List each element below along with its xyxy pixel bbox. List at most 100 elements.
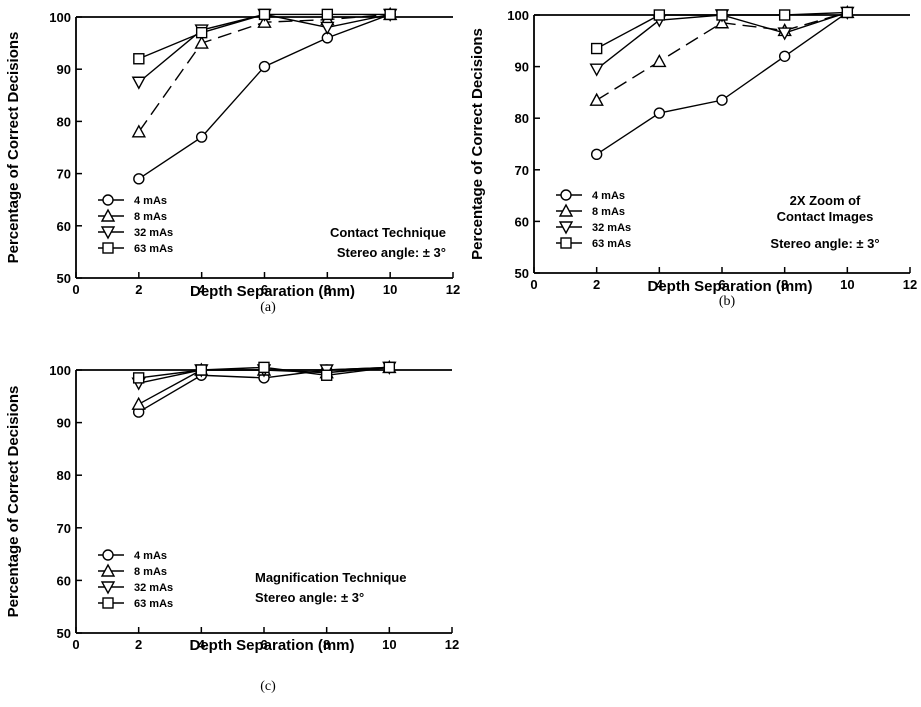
y-tick-label: 90 <box>57 416 71 431</box>
legend-label: 8 mAs <box>134 566 167 578</box>
data-point-63-mas <box>195 364 208 376</box>
y-tick-label: 50 <box>515 266 529 281</box>
data-point-4-mas <box>590 148 603 161</box>
y-tick-label: 60 <box>57 573 71 588</box>
y-tick-label: 70 <box>57 167 71 182</box>
y-axis-label: Percentage of Correct Decisions <box>469 28 486 260</box>
legend-label: 63 mAs <box>134 598 173 610</box>
x-tick-label: 12 <box>903 277 917 292</box>
chart-annotation: Magnification Technique <box>255 570 406 585</box>
x-tick-label: 6 <box>718 277 725 292</box>
data-point-4-mas <box>195 131 208 143</box>
data-point-63-mas <box>258 8 271 21</box>
x-tick-label: 8 <box>324 282 331 297</box>
panel-caption: (a) <box>260 300 276 315</box>
x-axis-label: Depth Separation (mm) <box>190 283 355 300</box>
data-point-8-mas <box>131 124 147 138</box>
series-line-8-mas <box>138 13 391 133</box>
data-point-63-mas <box>384 8 396 21</box>
chart-panel-a: 50 60 70 80 90 100 0 2 4 6 8 10 12 Percentage of Corr… <box>5 6 460 315</box>
x-axis-label: Depth Separation (mm) <box>647 278 812 295</box>
chart-annotation: Stereo angle: ± 3° <box>255 590 364 605</box>
data-point-32-mas <box>320 21 335 35</box>
y-tick-label: 80 <box>515 111 529 126</box>
y-tick-label: 50 <box>57 271 71 286</box>
legend-label: 63 mAs <box>134 243 173 255</box>
legend-marker <box>100 581 116 595</box>
legend-marker <box>102 242 114 254</box>
legend-label: 32 mAs <box>134 227 173 239</box>
legend-label: 4 mAs <box>592 190 625 202</box>
legend-marker <box>558 203 574 217</box>
chart-annotation: Stereo angle: ± 3° <box>337 245 446 260</box>
legend-marker <box>560 237 572 249</box>
y-tick-label: 90 <box>515 60 529 75</box>
legend-marker <box>100 208 116 222</box>
data-point-63-mas <box>133 53 145 65</box>
legend-label: 8 mAs <box>592 206 625 218</box>
y-tick-label: 100 <box>507 8 529 23</box>
data-point-32-mas <box>131 76 147 90</box>
y-tick-label: 100 <box>49 10 71 25</box>
chart-annotation: Contact Technique <box>330 225 446 240</box>
chart-panel-b: 50 60 70 80 90 100 0 2 4 6 8 10 12 Percentage of Corr… <box>469 4 917 309</box>
data-point-63-mas <box>778 9 791 21</box>
data-point-63-mas <box>590 42 603 55</box>
legend-marker <box>100 563 116 577</box>
legend-marker <box>102 597 114 609</box>
data-point-63-mas <box>258 361 270 374</box>
y-tick-label: 80 <box>57 468 71 483</box>
y-axis-label: Percentage of Correct Decisions <box>5 32 22 264</box>
data-point-8-mas <box>131 396 146 410</box>
x-tick-label: 6 <box>260 637 267 652</box>
x-tick-label: 10 <box>383 282 397 297</box>
data-point-8-mas <box>194 35 209 49</box>
x-tick-label: 0 <box>72 282 79 297</box>
data-point-4-mas <box>716 94 728 106</box>
x-tick-label: 12 <box>446 282 460 297</box>
data-point-32-mas <box>589 63 604 77</box>
data-point-32-mas <box>777 27 792 41</box>
y-tick-label: 80 <box>57 114 71 129</box>
chart-annotation: Contact Images <box>777 209 874 224</box>
y-tick-label: 70 <box>515 163 529 178</box>
data-point-63-mas <box>383 361 396 374</box>
chart-annotation: Stereo angle: ± 3° <box>770 236 879 251</box>
y-tick-label: 60 <box>515 214 529 229</box>
data-point-63-mas <box>132 372 145 384</box>
x-axis-label: Depth Separation (mm) <box>189 637 354 654</box>
legend-marker <box>102 549 114 561</box>
x-tick-label: 8 <box>323 637 330 652</box>
data-point-4-mas <box>778 50 791 62</box>
data-point-4-mas <box>258 60 271 73</box>
y-tick-label: 90 <box>57 62 71 77</box>
data-point-63-mas <box>195 26 208 39</box>
legend-label: 32 mAs <box>592 222 631 234</box>
data-point-63-mas <box>321 8 334 21</box>
x-tick-label: 10 <box>840 277 854 292</box>
x-tick-label: 2 <box>135 282 142 297</box>
y-axis-label: Percentage of Correct Decisions <box>5 386 22 618</box>
data-point-63-mas <box>716 9 728 21</box>
data-point-8-mas <box>589 92 604 106</box>
x-tick-label: 0 <box>72 637 79 652</box>
x-tick-label: 4 <box>656 277 664 292</box>
panel-caption: (b) <box>719 294 736 309</box>
legend-marker <box>558 221 574 235</box>
legend-marker <box>102 194 114 206</box>
legend-label: 4 mAs <box>134 195 167 207</box>
y-tick-label: 100 <box>49 363 71 378</box>
x-tick-label: 12 <box>445 637 459 652</box>
legend-marker <box>100 226 116 240</box>
data-point-63-mas <box>320 369 333 381</box>
data-point-63-mas <box>841 6 854 19</box>
y-tick-label: 50 <box>57 626 71 641</box>
data-point-4-mas <box>653 107 666 119</box>
x-tick-label: 8 <box>781 277 788 292</box>
y-tick-label: 70 <box>57 521 71 536</box>
data-point-4-mas <box>133 173 145 185</box>
chart-panel-c: 50 60 70 80 90 100 0 2 4 6 8 10 12 Percentage of Corr… <box>5 359 459 694</box>
legend-label: 8 mAs <box>134 211 167 223</box>
x-tick-label: 10 <box>382 637 396 652</box>
